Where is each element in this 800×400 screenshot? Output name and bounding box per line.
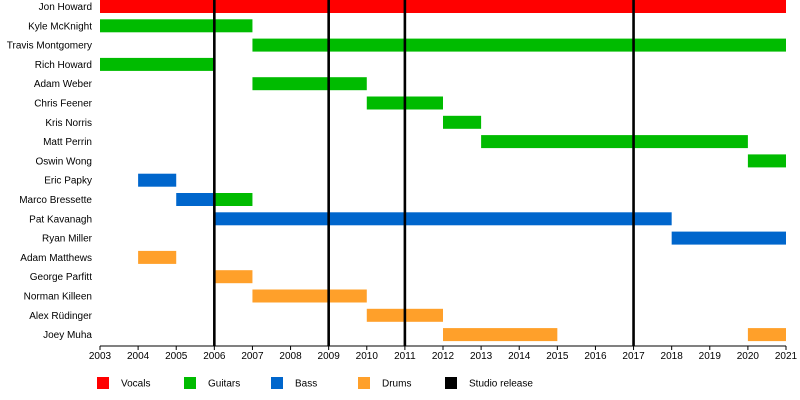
bar-adam-weber-guitars: [252, 77, 367, 91]
legend-label-studio-release: Studio release: [469, 379, 533, 390]
legend: Vocals Guitars Bass Drums Studio release: [97, 377, 533, 390]
x-axis: 2003 2004 2005 2006 2007 2008 2009 2010 2011 2012…: [89, 345, 798, 362]
bar-george-parfitt-drums: [214, 270, 253, 284]
x-tick-label-2004: 2004: [127, 351, 150, 362]
member-label-travis-montgomery: Travis Montgomery: [7, 41, 92, 52]
legend-label-drums: Drums: [382, 379, 411, 390]
member-label-alex-rudinger: Alex Rüdinger: [29, 311, 92, 322]
x-tick-label-2005: 2005: [165, 351, 188, 362]
member-label-matt-perrin: Matt Perrin: [43, 137, 92, 148]
x-tick-label-2019: 2019: [699, 351, 722, 362]
bar-oswin-wong-guitars: [747, 154, 786, 168]
bar-eric-papky-bass: [138, 173, 177, 187]
member-label-eric-papky: Eric Papky: [44, 176, 92, 187]
member-label-oswin-wong: Oswin Wong: [35, 156, 92, 167]
bar-rich-howard-guitars: [100, 57, 215, 71]
bar-joey-muha-drums-1: [443, 328, 558, 342]
member-label-marco-bressette: Marco Bressette: [19, 195, 92, 206]
x-tick-label-2017: 2017: [622, 351, 645, 362]
legend-swatch-guitars: [184, 377, 196, 389]
x-tick-label-2021: 2021: [775, 351, 798, 362]
studio-release-lines: [213, 0, 635, 346]
x-tick-label-2006: 2006: [203, 351, 226, 362]
member-labels: Jon Howard Kyle McKnight Travis Montgomery…: [7, 2, 93, 341]
x-tick-label-2016: 2016: [584, 351, 607, 362]
legend-swatch-vocals: [97, 377, 109, 389]
bar-travis-montgomery-guitars: [252, 38, 786, 52]
x-tick-label-2020: 2020: [737, 351, 760, 362]
bar-norman-killeen-drums: [252, 289, 367, 303]
x-tick-label-2018: 2018: [661, 351, 684, 362]
x-tick-label-2008: 2008: [279, 351, 302, 362]
x-tick-label-2014: 2014: [508, 351, 531, 362]
member-label-adam-weber: Adam Weber: [34, 79, 93, 90]
bar-marco-bressette-guitars-2: [214, 193, 253, 206]
legend-label-vocals: Vocals: [121, 379, 150, 390]
member-label-ryan-miller: Ryan Miller: [42, 234, 93, 245]
member-label-pat-kavanagh: Pat Kavanagh: [29, 214, 92, 225]
legend-label-bass: Bass: [295, 379, 317, 390]
bar-matt-perrin-guitars: [481, 135, 748, 149]
legend-swatch-drums: [358, 377, 370, 389]
bar-marco-bressette-bass-1: [176, 193, 215, 206]
legend-label-guitars: Guitars: [208, 379, 240, 390]
legend-swatch-bass: [271, 377, 283, 389]
member-label-chris-feener: Chris Feener: [34, 99, 92, 110]
member-label-adam-matthews: Adam Matthews: [20, 253, 92, 264]
member-label-norman-killeen: Norman Killeen: [24, 292, 92, 303]
x-tick-label-2015: 2015: [546, 351, 569, 362]
member-label-rich-howard: Rich Howard: [35, 60, 92, 71]
member-bars: [100, 0, 786, 342]
bar-jon-howard-vocals: [100, 0, 786, 13]
member-label-kyle-mcknight: Kyle McKnight: [28, 21, 92, 32]
bar-joey-muha-drums-2: [747, 328, 786, 342]
member-label-jon-howard: Jon Howard: [39, 2, 92, 13]
x-tick-label-2003: 2003: [89, 351, 112, 362]
member-label-joey-muha: Joey Muha: [43, 330, 92, 341]
x-tick-label-2010: 2010: [356, 351, 379, 362]
bar-adam-matthews-drums: [138, 250, 177, 264]
legend-swatch-studio-release: [445, 377, 457, 389]
x-tick-label-2012: 2012: [432, 351, 455, 362]
x-tick-label-2009: 2009: [318, 351, 341, 362]
bar-pat-kavanagh-bass: [214, 212, 672, 226]
member-label-george-parfitt: George Parfitt: [30, 272, 92, 283]
x-tick-label-2007: 2007: [241, 351, 264, 362]
x-tick-label-2011: 2011: [394, 351, 416, 362]
bar-ryan-miller-bass: [671, 231, 786, 245]
member-label-kris-norris: Kris Norris: [45, 118, 92, 129]
bar-kris-norris-guitars: [443, 115, 482, 129]
bar-kyle-mcknight-guitars: [100, 19, 253, 33]
x-tick-label-2013: 2013: [470, 351, 493, 362]
